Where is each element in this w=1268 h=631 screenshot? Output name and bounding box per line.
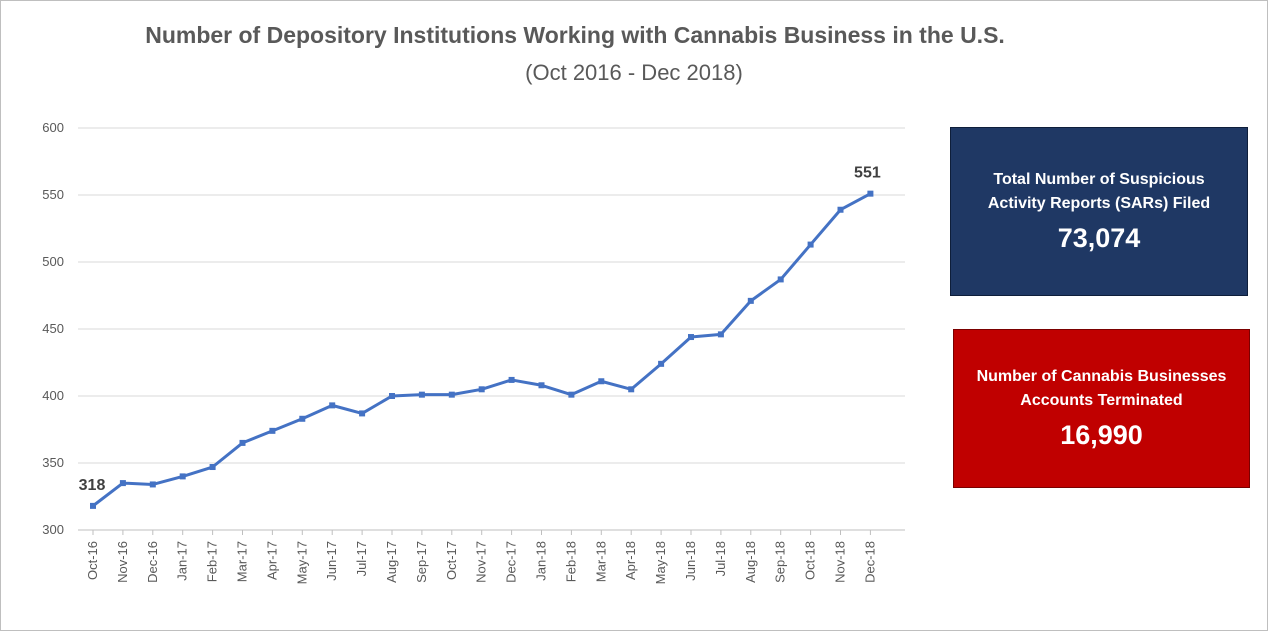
data-point [269,427,276,434]
data-point [478,386,485,393]
terminated-label: Number of Cannabis Businesses Accounts T… [976,367,1227,409]
data-point [389,393,395,399]
data-point [299,415,306,422]
y-tick-label: 450 [42,321,64,336]
sars-value: 73,074 [1057,222,1141,253]
data-point [867,190,874,197]
x-tick-label: Jul-17 [354,541,369,576]
terminated-value: 16,990 [1060,419,1143,450]
y-axis-ticks: 300 350 400 450 500 550 600 [42,120,64,537]
x-axis-ticks: Oct-16 Nov-16 Dec-16 Jan-17 Feb-17 Mar-17 Apr-… [85,530,877,584]
x-tick-label: Jan-17 [175,541,190,581]
data-point [598,378,605,385]
data-point [508,376,515,383]
data-point [149,481,156,488]
chart-subtitle: (Oct 2016 - Dec 2018) [525,60,743,85]
gridlines [78,127,905,531]
data-point [538,382,545,389]
x-tick-label: May-18 [653,541,668,584]
data-point [777,276,784,283]
x-tick-label: Oct-17 [444,541,459,580]
data-point [747,297,754,304]
data-point [658,360,665,367]
y-tick-label: 300 [42,522,64,537]
series-line [92,192,872,508]
data-point [239,439,246,446]
x-tick-label: Aug-18 [743,541,758,583]
x-tick-label: Jul-18 [713,541,728,576]
y-tick-label: 350 [42,455,64,470]
data-point [418,391,425,398]
x-tick-label: Apr-17 [264,541,279,580]
x-tick-label: Dec-16 [145,541,160,583]
data-label: 318 [79,477,106,494]
y-tick-label: 500 [42,254,64,269]
x-tick-label: Nov-17 [474,541,489,583]
x-tick-label: Apr-18 [623,541,638,580]
x-tick-label: Feb-17 [205,541,220,582]
x-tick-label: Sep-17 [414,541,429,583]
x-tick-label: Mar-17 [235,541,250,582]
x-tick-label: May-17 [294,541,309,584]
x-tick-label: Mar-18 [593,541,608,582]
data-point [448,391,455,398]
x-tick-label: Dec-18 [862,541,877,583]
sars-stat-box: Total Number of Suspicious Activity Repo… [950,127,1248,296]
x-tick-label: Oct-18 [803,541,818,580]
y-tick-label: 550 [42,187,64,202]
data-point [568,391,575,398]
data-labels: 318 551 [79,165,881,494]
x-tick-label: Nov-18 [833,541,848,583]
x-tick-label: Feb-18 [563,541,578,582]
data-point [837,206,844,213]
x-tick-label: Sep-18 [773,541,788,583]
x-tick-label: Dec-17 [504,541,519,583]
chart-title: Number of Depository Institutions Workin… [145,22,1005,48]
data-point [90,502,96,509]
data-point [688,334,694,341]
x-tick-label: Jun-18 [683,541,698,581]
data-point [119,480,126,487]
data-point [179,473,186,480]
data-point [329,402,336,409]
x-tick-label: Oct-16 [85,541,100,580]
data-point [359,410,366,417]
terminated-stat-box: Number of Cannabis Businesses Accounts T… [953,329,1250,488]
sars-label: Total Number of Suspicious Activity Repo… [987,170,1211,212]
data-point [209,464,216,471]
y-tick-label: 600 [42,120,64,135]
x-tick-label: Jan-18 [534,541,549,581]
x-tick-label: Nov-16 [115,541,130,583]
y-tick-label: 400 [42,388,64,403]
x-tick-label: Aug-17 [384,541,399,583]
x-tick-label: Jun-17 [324,541,339,581]
data-point [628,386,635,393]
series [90,190,874,509]
data-point [807,241,814,248]
data-label: 551 [854,165,881,182]
data-point [717,331,724,338]
